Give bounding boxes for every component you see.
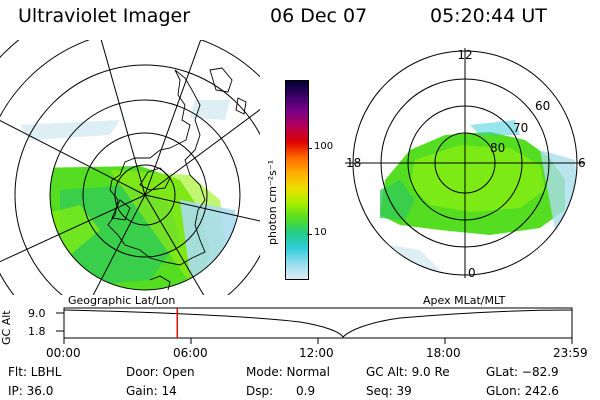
glon-label: GLon: 242.6 bbox=[486, 384, 559, 398]
date-label: 06 Dec 07 bbox=[270, 5, 368, 27]
mode-label: Mode: Normal bbox=[246, 365, 330, 379]
colorbar-tick-mark-100 bbox=[307, 148, 312, 149]
geographic-caption: Geographic Lat/Lon bbox=[68, 294, 176, 307]
time-label: 05:20:44 UT bbox=[430, 5, 547, 27]
altitude-ytick-low: 1.8 bbox=[28, 325, 46, 338]
colorbar bbox=[285, 80, 309, 280]
colorbar-tick-100: 100 bbox=[314, 141, 334, 152]
glat-label: GLat: −82.9 bbox=[486, 365, 559, 379]
gc-alt-label: GC Alt: 9.0 Re bbox=[366, 365, 450, 379]
mlt-label-0: 0 bbox=[468, 266, 476, 280]
altitude-plot bbox=[56, 307, 573, 344]
altitude-xtick-0600: 06:00 bbox=[173, 346, 208, 360]
altitude-xtick-2359: 23:59 bbox=[553, 346, 588, 360]
mlat-label-60: 60 bbox=[535, 99, 550, 113]
instrument-title: Ultraviolet Imager bbox=[18, 5, 191, 27]
mlat-label-70: 70 bbox=[513, 121, 528, 135]
mlat-label-80: 80 bbox=[490, 141, 505, 155]
auroral-image-geo bbox=[50, 166, 240, 290]
altitude-ytick-high: 9.0 bbox=[28, 307, 46, 320]
ip-label: IP: 36.0 bbox=[8, 384, 54, 398]
mlt-label-18: 18 bbox=[346, 156, 361, 170]
mlt-label-12: 12 bbox=[457, 48, 472, 62]
magnetic-map: 12 18 6 0 60 70 80 bbox=[345, 48, 586, 280]
dsp-label: Dsp: 0.9 bbox=[246, 384, 316, 398]
coastline-outline bbox=[107, 67, 247, 291]
gain-label: Gain: 14 bbox=[126, 384, 177, 398]
altitude-curve bbox=[63, 309, 573, 338]
magnetic-caption: Apex MLat/MLT bbox=[423, 294, 506, 307]
altitude-xtick-0000: 00:00 bbox=[46, 346, 81, 360]
colorbar-unit-label: photon cm⁻²s⁻¹ bbox=[266, 159, 279, 245]
geographic-map bbox=[0, 40, 260, 295]
seq-label: Seq: 39 bbox=[366, 384, 412, 398]
door-label: Door: Open bbox=[126, 365, 195, 379]
colorbar-tick-10: 10 bbox=[314, 227, 327, 238]
mlt-label-6: 6 bbox=[578, 156, 586, 170]
filter-label: Flt: LBHL bbox=[8, 365, 62, 379]
altitude-xtick-1800: 18:00 bbox=[426, 346, 461, 360]
altitude-xtick-1200: 12:00 bbox=[299, 346, 334, 360]
colorbar-tick-mark-10 bbox=[307, 234, 312, 235]
colorbar-gradient bbox=[286, 81, 308, 279]
